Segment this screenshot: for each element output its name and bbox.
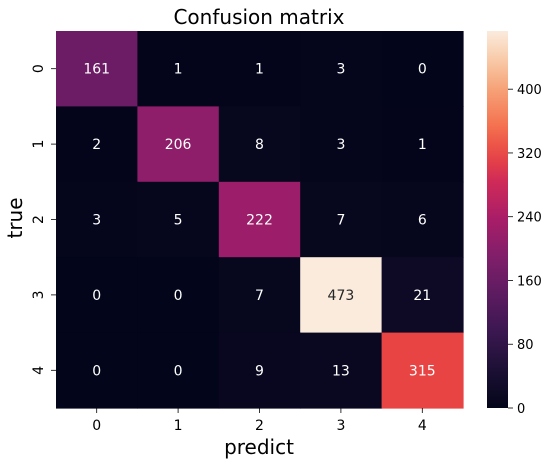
y-tick-label-3: 3 <box>31 290 47 299</box>
heatmap-cell-0-3 <box>300 31 383 107</box>
colorbar-tick-label-1: 80 <box>517 338 534 353</box>
heatmap-cell-3-3 <box>300 257 383 334</box>
cell-value-label-3-3: 473 <box>328 288 355 304</box>
cell-value-label-4-1: 0 <box>174 363 183 379</box>
cell-value-label-2-4: 6 <box>418 213 427 229</box>
y-axis-label: true <box>3 197 27 238</box>
heatmap-cell-2-3 <box>300 181 383 258</box>
cell-value-label-3-0: 0 <box>92 288 101 304</box>
heatmap-cell-4-0 <box>56 332 138 409</box>
heatmap-cell-4-1 <box>137 332 220 409</box>
cell-value-label-0-3: 3 <box>336 62 345 78</box>
cell-value-label-1-3: 3 <box>336 137 345 153</box>
cell-value-label-1-4: 1 <box>418 137 427 153</box>
heatmap-cell-1-1 <box>137 106 220 183</box>
colorbar-tick-label-5: 400 <box>517 83 542 98</box>
chart-title: Confusion matrix <box>173 5 344 29</box>
x-tick-label-3: 3 <box>336 418 345 434</box>
colorbar-ticks: 0 80 160 240 320 400 <box>508 83 542 417</box>
heatmap-cell-2-0 <box>56 181 138 258</box>
cell-value-label-0-4: 0 <box>418 62 427 78</box>
cell-value-label-2-2: 222 <box>246 213 273 229</box>
x-axis-ticks: 0 1 2 3 4 <box>92 408 427 434</box>
x-tick-label-1: 1 <box>174 418 183 434</box>
colorbar-tick-label-4: 320 <box>517 147 542 162</box>
cell-value-label-3-4: 21 <box>413 288 431 304</box>
colorbar-tick-label-3: 240 <box>517 211 542 226</box>
cell-value-label-2-3: 7 <box>336 213 345 229</box>
cell-value-label-1-2: 8 <box>255 137 264 153</box>
heatmap-cell-3-1 <box>137 257 220 334</box>
cell-value-label-4-4: 315 <box>409 363 436 379</box>
cell-value-label-4-3: 13 <box>332 363 350 379</box>
heatmap-cell-2-4 <box>381 181 464 258</box>
cell-value-label-0-2: 1 <box>255 62 264 78</box>
heatmap-cell-0-4 <box>381 31 464 107</box>
y-tick-label-2: 2 <box>31 215 47 224</box>
heatmap-cell-4-3 <box>300 332 383 409</box>
cell-value-label-0-0: 161 <box>83 62 110 78</box>
cell-value-label-1-0: 2 <box>92 137 101 153</box>
y-axis-ticks: 0 1 2 3 4 <box>31 64 56 375</box>
y-tick-label-1: 1 <box>31 140 47 149</box>
heatmap-cell-3-2 <box>218 257 301 334</box>
heatmap-cell-0-2 <box>218 31 301 107</box>
heatmap-cell-3-0 <box>56 257 138 334</box>
cell-value-label-0-1: 1 <box>174 62 183 78</box>
heatmap-cell-1-0 <box>56 106 138 183</box>
x-tick-label-0: 0 <box>92 418 101 434</box>
cell-value-label-2-0: 3 <box>92 213 101 229</box>
cell-value-label-4-2: 9 <box>255 363 264 379</box>
cell-value-label-1-1: 206 <box>165 137 192 153</box>
heatmap-cell-1-3 <box>300 106 383 183</box>
x-axis-label: predict <box>224 435 294 459</box>
heatmap-cell-2-2 <box>218 181 301 258</box>
cell-value-label-4-0: 0 <box>92 363 101 379</box>
heatmap-cell-1-2 <box>218 106 301 183</box>
heatmap-cell-0-1 <box>137 31 220 107</box>
heatmap-cell-2-1 <box>137 181 220 258</box>
cell-value-label-2-1: 5 <box>174 213 183 229</box>
colorbar-tick-label-0: 0 <box>517 402 525 417</box>
heatmap-cell-4-2 <box>218 332 301 409</box>
y-tick-label-0: 0 <box>31 64 47 73</box>
colorbar <box>487 31 508 408</box>
y-tick-label-4: 4 <box>31 366 47 375</box>
cell-value-label-3-1: 0 <box>174 288 183 304</box>
colorbar-tick-label-2: 160 <box>517 274 542 289</box>
heatmap-cell-4-4 <box>381 332 464 409</box>
heatmap-cells <box>56 31 464 409</box>
cell-value-labels: 161 1 1 3 02 206 8 3 13 5 222 7 60 0 7 473 210 0 9 13 315 <box>83 62 435 380</box>
heatmap-cell-0-0 <box>56 31 138 107</box>
heatmap-cell-1-4 <box>381 106 464 183</box>
cell-value-label-3-2: 7 <box>255 288 264 304</box>
heatmap-cell-3-4 <box>381 257 464 334</box>
x-tick-label-4: 4 <box>418 418 427 434</box>
x-tick-label-2: 2 <box>255 418 264 434</box>
